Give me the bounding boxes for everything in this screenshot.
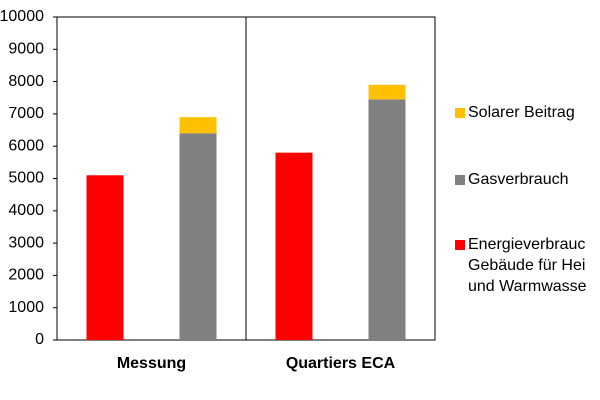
y-tick-label: 9000: [8, 41, 44, 58]
x-tick-label: Messung: [117, 355, 186, 372]
legend-swatch: [455, 108, 465, 118]
bar: [368, 84, 406, 100]
bar: [179, 133, 217, 340]
bar: [368, 99, 406, 341]
y-tick-label: 0: [35, 331, 44, 348]
y-tick-label: 2000: [8, 267, 44, 284]
legend-label: Solarer Beitrag: [468, 104, 575, 121]
x-tick-label: Quartiers ECA: [286, 355, 396, 372]
y-tick-label: 7000: [8, 105, 44, 122]
y-tick-label: 5000: [8, 170, 44, 187]
bar: [275, 152, 313, 340]
legend-label: Gebäude für Hei: [468, 257, 585, 274]
y-tick-label: 8000: [8, 73, 44, 90]
bar: [86, 175, 124, 340]
y-tick-label: 1000: [8, 299, 44, 316]
y-tick-label: 10000: [0, 8, 44, 25]
y-tick-label: 4000: [8, 202, 44, 219]
legend-label: Gasverbrauch: [468, 171, 569, 188]
legend-label: und Warmwasse: [468, 278, 587, 295]
y-tick-label: 6000: [8, 137, 44, 154]
legend-label: Energieverbrauc: [468, 236, 585, 253]
legend-swatch: [455, 175, 465, 185]
bar: [179, 117, 217, 134]
legend-swatch: [455, 240, 465, 250]
y-tick-label: 3000: [8, 234, 44, 251]
